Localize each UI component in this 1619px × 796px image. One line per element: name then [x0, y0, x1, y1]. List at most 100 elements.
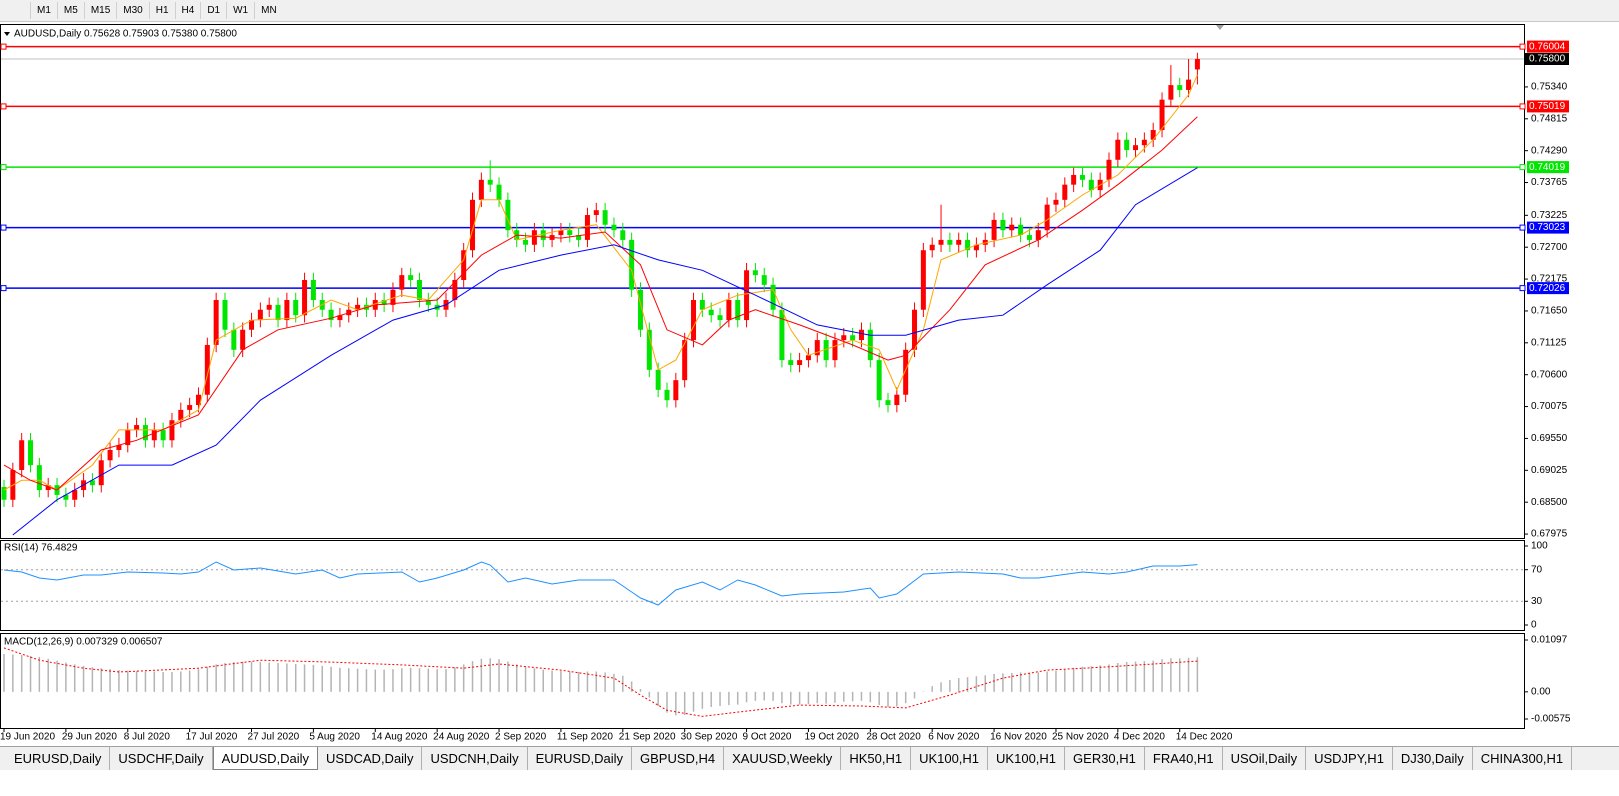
macd-bar — [392, 669, 394, 692]
chart-title: AUDUSD,Daily 0.75628 0.75903 0.75380 0.7… — [14, 29, 237, 40]
macd-bar — [949, 680, 951, 692]
macd-bar — [666, 691, 668, 713]
level-label-box — [1527, 100, 1569, 113]
candle-body — [240, 329, 246, 350]
timeframe-button[interactable]: M15 — [83, 2, 116, 19]
candle-body — [699, 300, 705, 310]
timeframe-button[interactable]: D1 — [200, 2, 226, 19]
y-tick-label: 0.73765 — [1531, 177, 1568, 188]
chart-tab[interactable]: USOil,Daily — [1223, 747, 1307, 770]
chart-tab[interactable]: AUDUSD,Daily — [212, 747, 319, 770]
candle-body — [717, 315, 723, 321]
timeframe-button[interactable]: M5 — [56, 2, 84, 19]
timeframe-button[interactable]: H1 — [148, 2, 175, 19]
chart-tab[interactable]: EURUSD,Daily — [528, 747, 632, 770]
level-label-box — [1527, 221, 1569, 234]
candle-body — [540, 230, 546, 240]
macd-bar — [957, 678, 960, 692]
candle-body — [629, 239, 635, 290]
chart-tab[interactable]: FRA40,H1 — [1145, 747, 1223, 770]
timeframe-button[interactable]: M1 — [30, 2, 57, 19]
candle-body — [850, 335, 856, 341]
candle-body — [1141, 139, 1147, 146]
candle-body — [452, 279, 458, 301]
macd-bar — [224, 663, 226, 692]
chart-tab[interactable]: XAUUSD,Weekly — [724, 747, 842, 770]
candle-body — [1177, 85, 1183, 90]
candle-body — [381, 300, 387, 305]
macd-bar — [47, 658, 49, 692]
x-tick-label: 21 Sep 2020 — [619, 732, 676, 743]
macd-bar — [82, 665, 85, 692]
macd-bar — [241, 661, 244, 692]
macd-bar — [3, 654, 5, 692]
macd-bar — [834, 691, 836, 703]
macd-bar — [1187, 657, 1190, 692]
candle-body — [664, 389, 670, 401]
chart-tab[interactable]: DJ30,Daily — [1393, 747, 1473, 770]
macd-bar — [675, 691, 677, 716]
candle-body — [355, 304, 361, 310]
chart-tab[interactable]: UK100,H1 — [911, 747, 989, 770]
candle-body — [682, 340, 688, 381]
chart-tab[interactable]: UK100,H1 — [988, 747, 1066, 770]
macd-bar — [1161, 659, 1163, 692]
candle-body — [302, 279, 308, 316]
macd-bar — [56, 660, 58, 692]
chart-tab[interactable]: HK50,H1 — [841, 747, 912, 770]
shift-marker — [1216, 25, 1224, 30]
candle-body — [523, 239, 529, 245]
macd-bar — [29, 655, 32, 692]
candle-body — [72, 490, 78, 500]
chart-tab[interactable]: GBPUSD,H4 — [632, 747, 725, 770]
macd-bar — [356, 668, 359, 692]
chart-tab[interactable]: CHINA300,H1 — [1473, 747, 1573, 770]
candle-body — [116, 445, 122, 450]
timeframe-button[interactable]: H4 — [174, 2, 201, 19]
chart-tab[interactable]: USDCAD,Daily — [318, 747, 423, 770]
timeframe-button[interactable]: M30 — [116, 2, 148, 19]
macd-bar — [569, 671, 571, 692]
macd-bar — [100, 668, 102, 692]
candle-body — [841, 335, 847, 341]
macd-bar — [551, 670, 553, 692]
macd-bar — [860, 691, 863, 701]
candle-body — [1071, 174, 1077, 185]
y-tick-label: 0.67975 — [1531, 529, 1568, 540]
macd-bar — [1152, 660, 1154, 692]
macd-bar — [409, 667, 412, 692]
candle-body — [399, 275, 405, 290]
macd-bar — [197, 669, 200, 692]
candle-body — [470, 199, 476, 251]
candle-body — [1168, 85, 1174, 100]
level-label: 0.76004 — [1529, 41, 1566, 52]
level-label: 0.72026 — [1529, 283, 1566, 294]
macd-bar — [73, 664, 76, 692]
chart-tab[interactable]: USDJPY,H1 — [1306, 747, 1393, 770]
candle-body — [310, 279, 316, 301]
macd-bar — [604, 672, 606, 692]
macd-bar — [940, 682, 942, 692]
candle-body — [576, 235, 582, 240]
candle-body — [249, 320, 255, 330]
y-tick-label: 0.74290 — [1531, 145, 1568, 156]
macd-bar — [498, 659, 500, 692]
macd-bar — [1090, 666, 1093, 692]
level-handle — [0, 103, 7, 110]
timeframe-button[interactable]: MN — [254, 2, 283, 19]
chart-tab[interactable]: USDCHF,Daily — [110, 747, 213, 770]
chart-tab[interactable]: GER30,H1 — [1065, 747, 1145, 770]
chart-tab[interactable]: EURUSD,Daily — [6, 747, 111, 770]
macd-bar — [913, 691, 916, 699]
chart-background — [0, 24, 1619, 746]
chart-tab[interactable]: USDCNH,Daily — [422, 747, 528, 770]
macd-bar — [418, 668, 421, 692]
candle-body — [602, 210, 608, 225]
macd-bar — [843, 691, 845, 702]
candle-body — [1053, 199, 1059, 205]
macd-bar — [38, 656, 41, 692]
macd-bar — [188, 670, 191, 692]
timeframe-button[interactable]: W1 — [226, 2, 254, 19]
macd-bar — [1143, 661, 1146, 692]
y-tick-label: 0.71125 — [1531, 337, 1567, 348]
